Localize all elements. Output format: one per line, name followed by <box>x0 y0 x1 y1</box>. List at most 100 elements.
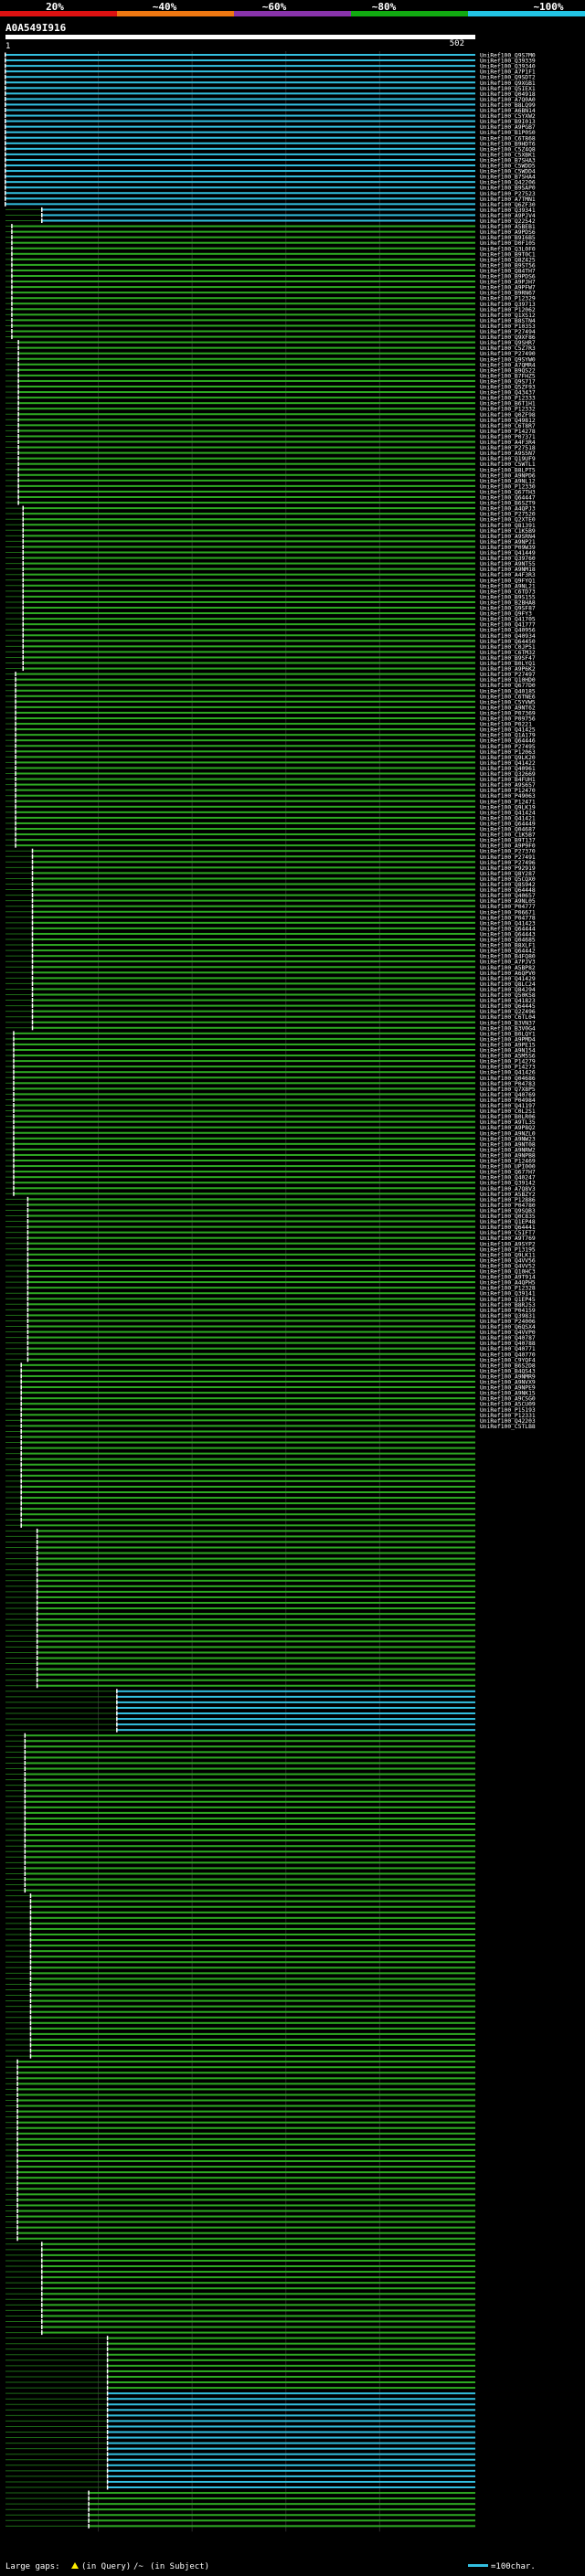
hit-bar[interactable] <box>16 745 475 747</box>
hit-bar[interactable] <box>17 2143 475 2146</box>
hit-bar[interactable] <box>32 949 475 952</box>
hit-label[interactable]: UniRef100_P04777 <box>480 904 536 910</box>
hit-bar[interactable] <box>17 2104 475 2107</box>
hit-bar[interactable] <box>5 153 475 155</box>
hit-bar[interactable] <box>23 535 476 537</box>
hit-bar[interactable] <box>14 1148 476 1150</box>
hit-bar[interactable] <box>30 2044 476 2046</box>
hit-row[interactable] <box>5 1993 476 1998</box>
hit-row[interactable] <box>5 1943 476 1948</box>
hit-label[interactable]: UniRef100_P14273 <box>480 1065 536 1071</box>
hit-bar[interactable] <box>25 1839 475 1842</box>
hit-label[interactable]: UniRef100_Q10HD0 <box>480 677 536 684</box>
hit-bar[interactable] <box>25 1883 475 1886</box>
hit-row[interactable] <box>5 2330 476 2336</box>
hit-row[interactable]: UniRef100_P04780 <box>5 1202 536 1209</box>
hit-bar[interactable] <box>17 2066 475 2069</box>
hit-bar[interactable] <box>16 844 475 847</box>
hit-bar[interactable] <box>21 1502 475 1505</box>
hit-label[interactable]: UniRef100_Q40657 <box>480 893 536 899</box>
hit-label[interactable]: UniRef100_Q50K58 <box>480 992 536 999</box>
hit-bar[interactable] <box>27 1253 476 1256</box>
hit-bar[interactable] <box>18 429 475 432</box>
hit-row[interactable]: UniRef100_A9PDS6 <box>5 229 536 236</box>
hit-row[interactable]: UniRef100_Q4VV56 <box>5 1257 536 1264</box>
hit-label[interactable]: UniRef100_Q9LK19 <box>480 804 536 811</box>
hit-row[interactable] <box>5 1649 476 1655</box>
hit-row[interactable] <box>5 2430 476 2434</box>
hit-bar[interactable] <box>16 761 475 764</box>
hit-bar[interactable] <box>37 1579 476 1582</box>
hit-row[interactable] <box>5 2026 476 2031</box>
hit-bar[interactable] <box>17 2099 475 2102</box>
hit-row[interactable]: UniRef100_A6BN14 <box>5 108 536 114</box>
hit-row[interactable] <box>5 2092 475 2097</box>
hit-bar[interactable] <box>32 960 475 963</box>
hit-label[interactable]: UniRef100_Q40956 <box>480 628 536 634</box>
hit-bar[interactable] <box>30 2032 476 2035</box>
hit-row[interactable] <box>5 2336 476 2341</box>
hit-row[interactable] <box>5 2169 475 2175</box>
hit-label[interactable]: UniRef100_A9NT62 <box>480 705 536 711</box>
hit-label[interactable]: UniRef100_B6SZT9 <box>480 501 536 507</box>
hit-label[interactable]: UniRef100_A7Q0A0 <box>480 97 536 103</box>
hit-bar[interactable] <box>107 2392 476 2395</box>
hit-bar[interactable] <box>21 1441 475 1444</box>
hit-row[interactable]: UniRef100_D0F105 <box>5 240 536 247</box>
hit-row[interactable]: UniRef100_A9NW23 <box>5 1136 536 1142</box>
hit-bar[interactable] <box>17 2110 475 2113</box>
hit-bar[interactable] <box>37 1668 476 1670</box>
hit-label[interactable]: UniRef100_Q41422 <box>480 760 536 767</box>
hit-label[interactable]: UniRef100_B7SHA4 <box>480 175 536 181</box>
hit-bar[interactable] <box>37 1595 476 1598</box>
hit-row[interactable]: UniRef100_P12886 <box>5 1196 536 1203</box>
hit-label[interactable]: UniRef100_Q9SHR7 <box>480 340 536 346</box>
hit-bar[interactable] <box>18 346 475 349</box>
hit-label[interactable]: UniRef100_C6TNE6 <box>480 694 536 700</box>
hit-label[interactable]: UniRef100_A5BZY2 <box>480 1192 536 1198</box>
hit-row[interactable]: UniRef100_Q64444 <box>5 926 536 932</box>
hit-bar[interactable] <box>16 673 475 675</box>
hit-row[interactable] <box>5 1948 476 1954</box>
hit-row[interactable] <box>5 2363 476 2369</box>
hit-row[interactable] <box>5 1533 476 1539</box>
hit-bar[interactable] <box>18 496 475 498</box>
hit-bar[interactable] <box>21 1403 475 1405</box>
hit-bar[interactable] <box>18 352 475 355</box>
hit-bar[interactable] <box>117 1723 475 1726</box>
hit-bar[interactable] <box>16 728 475 731</box>
hit-bar[interactable] <box>27 1303 476 1306</box>
hit-row[interactable] <box>5 2104 475 2109</box>
hit-bar[interactable] <box>30 1983 476 1986</box>
hit-bar[interactable] <box>25 1800 475 1803</box>
hit-bar[interactable] <box>18 341 475 344</box>
hit-bar[interactable] <box>27 1231 476 1234</box>
hit-label[interactable]: UniRef100_B4FQ80 <box>480 954 536 960</box>
hit-row[interactable]: UniRef100_P09756 <box>5 716 536 723</box>
hit-bar[interactable] <box>27 1198 476 1201</box>
hit-bar[interactable] <box>17 2237 475 2240</box>
hit-label[interactable]: UniRef100_Q84TH7 <box>480 268 536 274</box>
hit-bar[interactable] <box>5 114 475 117</box>
hit-row[interactable]: UniRef100_Q39713 <box>5 301 536 308</box>
hit-label[interactable]: UniRef100_Q39142 <box>480 1181 536 1187</box>
hit-label[interactable]: UniRef100_P04984 <box>480 1097 536 1104</box>
hit-bar[interactable] <box>37 1574 476 1576</box>
hit-bar[interactable] <box>23 645 476 648</box>
hit-bar[interactable] <box>30 1950 476 1953</box>
hit-bar[interactable] <box>107 2387 476 2390</box>
hit-row[interactable]: UniRef100_Q64443 <box>5 931 536 938</box>
hit-bar[interactable] <box>107 2431 476 2433</box>
hit-bar[interactable] <box>5 76 475 79</box>
hit-row[interactable] <box>5 1567 476 1573</box>
hit-row[interactable] <box>5 2158 475 2164</box>
hit-label[interactable]: UniRef100_P06671 <box>480 909 536 916</box>
hit-row[interactable]: UniRef100_A9S5N7 <box>5 451 536 457</box>
hit-bar[interactable] <box>5 131 475 133</box>
hit-bar[interactable] <box>21 1408 475 1411</box>
hit-row[interactable] <box>5 2231 475 2236</box>
hit-label[interactable]: UniRef100_P12886 <box>480 1197 536 1203</box>
hit-bar[interactable] <box>21 1419 475 1422</box>
hit-bar[interactable] <box>42 2298 476 2301</box>
hit-row[interactable]: UniRef100_Q1XS12 <box>5 312 536 319</box>
